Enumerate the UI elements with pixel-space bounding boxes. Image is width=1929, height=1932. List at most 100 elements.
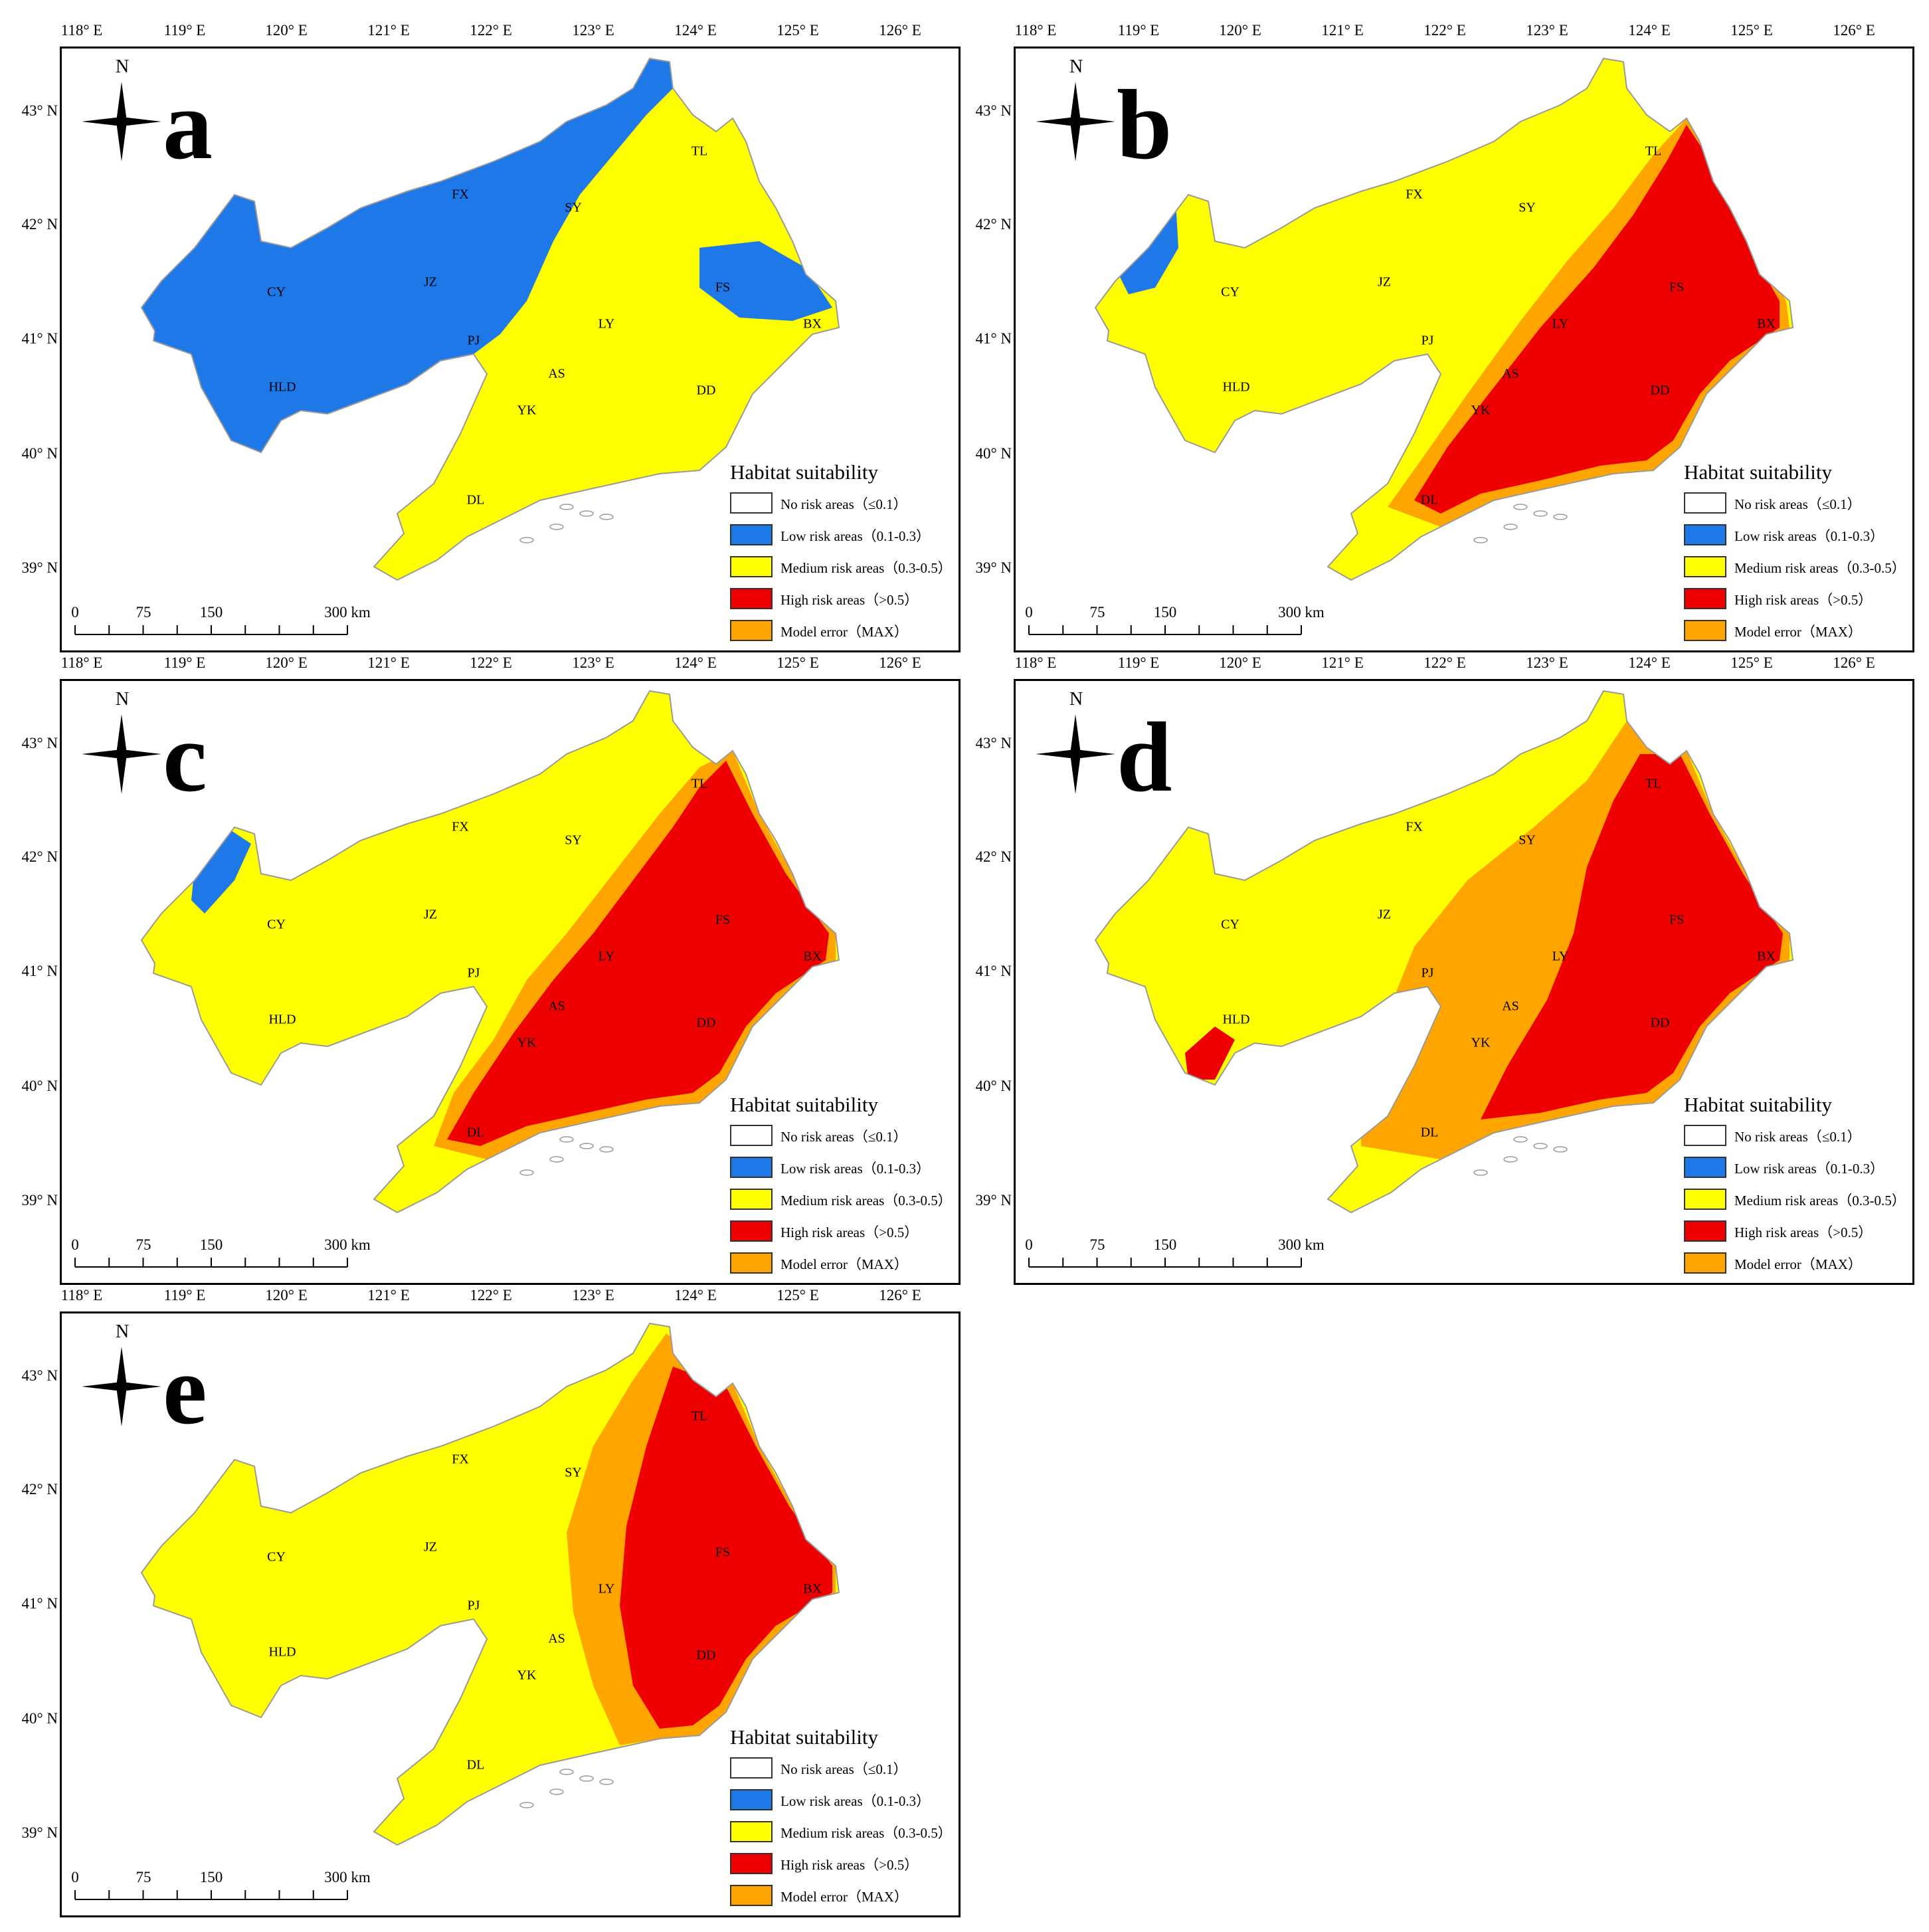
city-label-fx: FX: [452, 1452, 469, 1467]
legend-item-label: No risk areas（≤0.1）: [781, 1761, 907, 1777]
city-label-bx: BX: [803, 1581, 822, 1596]
city-label-yk: YK: [1471, 1035, 1491, 1050]
city-label-pj: PJ: [467, 965, 480, 981]
scale-label: 0: [1025, 1236, 1033, 1253]
island-outline: [549, 524, 564, 530]
scale-label: 75: [1089, 604, 1105, 621]
scale-bar: [74, 1890, 348, 1900]
scale-label: 0: [71, 1236, 79, 1253]
north-arrow-point: [82, 749, 122, 759]
city-label-fx: FX: [452, 187, 469, 202]
legend-item-label: Low risk areas（0.1-0.3）: [781, 1161, 931, 1177]
legend-item-label: Low risk areas（0.1-0.3）: [781, 528, 931, 544]
scale-bar: [1028, 625, 1302, 635]
map-drawing: [74, 1322, 840, 1900]
latitude-label: 41° N: [975, 963, 1012, 979]
island-outline: [579, 510, 594, 517]
latitude-label: 39° N: [21, 1192, 58, 1208]
legend-item-label: Medium risk areas（0.3-0.5）: [781, 1193, 952, 1208]
city-label-jz: JZ: [424, 907, 437, 922]
legend-title: Habitat suitability: [730, 1725, 878, 1749]
legend-swatch: [1684, 1252, 1726, 1274]
longitude-label: 125° E: [777, 654, 819, 671]
map-panel-c: c N TL FX SY CY JZ FS LY BX PJ HLD AS DD YK DL 118° E 119…: [21, 654, 961, 1285]
city-label-hld: HLD: [1222, 379, 1250, 395]
longitude-label: 125° E: [1730, 654, 1773, 671]
risk-zone-2: [1185, 1026, 1235, 1080]
legend-item-label: Model error（MAX）: [1734, 1256, 1862, 1272]
latitude-label: 42° N: [21, 216, 58, 233]
north-arrow-point: [116, 1347, 127, 1387]
city-label-cy: CY: [267, 1549, 286, 1565]
latitude-label: 42° N: [975, 848, 1012, 865]
longitude-label: 123° E: [1526, 22, 1568, 39]
city-label-bx: BX: [1757, 949, 1776, 964]
map-panel-a: a N TL FX SY CY JZ FS LY BX PJ HLD AS DD YK DL 118° E 119…: [21, 22, 961, 652]
city-label-dl: DL: [466, 1757, 485, 1773]
legend-swatch: [730, 1821, 773, 1842]
legend-swatch: [1684, 620, 1726, 641]
legend-swatch: [1684, 1220, 1726, 1242]
city-label-yk: YK: [517, 1668, 537, 1683]
north-arrow-point: [122, 749, 161, 759]
legend-swatch: [730, 556, 773, 577]
legend-item-label: No risk areas（≤0.1）: [1734, 1129, 1861, 1145]
map-panel-e: e N TL FX SY CY JZ FS LY BX PJ HLD AS DD YK DL 118° E 119…: [21, 1287, 961, 1917]
legend-item-label: Model error（MAX）: [781, 1256, 908, 1272]
longitude-label: 122° E: [470, 654, 512, 671]
city-label-dl: DL: [466, 1125, 485, 1140]
city-label-dd: DD: [696, 383, 716, 398]
island-outline: [1513, 504, 1528, 510]
island-outline: [599, 1779, 614, 1785]
city-label-fx: FX: [1406, 187, 1423, 202]
island-outline: [549, 1788, 564, 1795]
province-border: [140, 57, 840, 581]
north-arrow-point: [1036, 117, 1075, 126]
legend-swatch: [730, 492, 773, 514]
scale-bar: [1028, 1258, 1302, 1268]
legend-item-label: No risk areas（≤0.1）: [781, 1129, 907, 1145]
city-label-bx: BX: [1757, 316, 1776, 332]
longitude-label: 120° E: [265, 1287, 308, 1304]
legend-item-label: Medium risk areas（0.3-0.5）: [1734, 1193, 1906, 1208]
legend-item-label: Model error（MAX）: [781, 624, 908, 640]
province-border: [140, 1322, 840, 1846]
legend-item-label: High risk areas（>0.5）: [781, 592, 919, 608]
city-label-as: AS: [548, 366, 565, 381]
north-arrow-point: [1075, 117, 1115, 126]
city-label-fs: FS: [715, 280, 731, 295]
legend-title: Habitat suitability: [730, 1093, 878, 1116]
island-outline: [519, 537, 534, 543]
longitude-label: 123° E: [572, 1287, 614, 1304]
north-arrow-icon: [82, 82, 161, 161]
legend-swatch: [1684, 588, 1726, 609]
legend-item-label: Medium risk areas（0.3-0.5）: [781, 1825, 952, 1841]
latitude-label: 39° N: [21, 559, 58, 576]
island-outline: [579, 1143, 594, 1149]
legend-title: Habitat suitability: [1684, 1093, 1832, 1116]
north-arrow-point: [116, 754, 127, 794]
legend-swatch: [730, 1125, 773, 1146]
latitude-label: 41° N: [21, 330, 58, 347]
scale-label: 300 km: [324, 1236, 371, 1253]
city-label-dd: DD: [696, 1015, 716, 1030]
legend-swatch: [1684, 1157, 1726, 1178]
north-arrow-point: [116, 82, 127, 122]
legend-swatch: [730, 524, 773, 545]
city-label-cy: CY: [1221, 917, 1240, 932]
north-arrow-point: [1070, 754, 1081, 794]
latitude-label: 43° N: [975, 102, 1012, 119]
longitude-label: 126° E: [879, 1287, 921, 1304]
island-outline: [559, 1136, 574, 1143]
city-label-tl: TL: [691, 776, 708, 791]
province-border: [1094, 690, 1794, 1214]
scale-label: 0: [1025, 604, 1033, 621]
legend-item-label: High risk areas（>0.5）: [1734, 592, 1873, 608]
legend-item-label: Low risk areas（0.1-0.3）: [781, 1793, 931, 1809]
north-arrow-point: [122, 117, 161, 126]
longitude-label: 122° E: [470, 22, 512, 39]
longitude-label: 124° E: [674, 22, 717, 39]
island-outline: [1473, 1169, 1488, 1176]
longitude-label: 122° E: [470, 1287, 512, 1304]
scale-label: 75: [1089, 1236, 1105, 1253]
